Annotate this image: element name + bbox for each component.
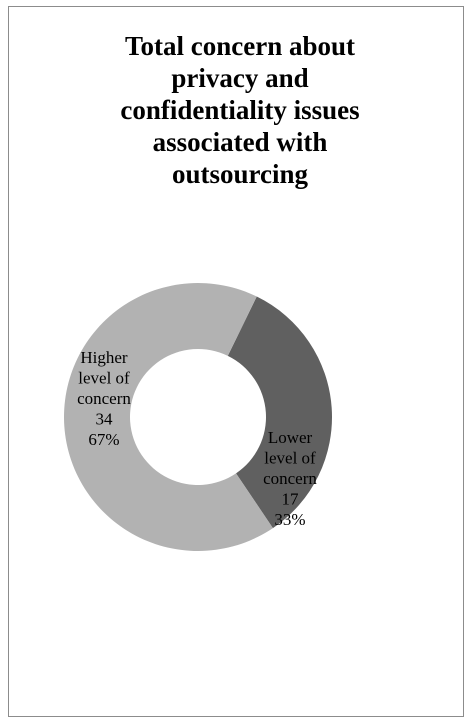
slice-label-line: level of (78, 369, 130, 388)
slice-label-line: level of (264, 449, 316, 468)
donut-slice-higher-level-of-concern (64, 282, 273, 551)
slice-label-line: Higher (80, 348, 128, 367)
donut-slice-lower-level-of-concern (227, 296, 332, 529)
slice-value: 17 (282, 490, 300, 509)
slice-percent: 33% (274, 510, 305, 529)
slice-label-line: concern (263, 469, 317, 488)
slice-label-higher-level-of-concern: Higher level of concern 34 67% (77, 348, 131, 449)
donut-slices (64, 282, 332, 551)
slice-label-line: concern (77, 389, 131, 408)
slice-value: 34 (96, 410, 114, 429)
slice-label-line: Lower (268, 428, 313, 447)
chart-title: Total concern about privacy and confiden… (120, 31, 360, 189)
slice-label-lower-level-of-concern: Lower level of concern 17 33% (263, 428, 317, 529)
slice-percent: 67% (88, 430, 119, 449)
slice-labels: Lower level of concern 17 33%Higher level of c… (77, 348, 317, 529)
